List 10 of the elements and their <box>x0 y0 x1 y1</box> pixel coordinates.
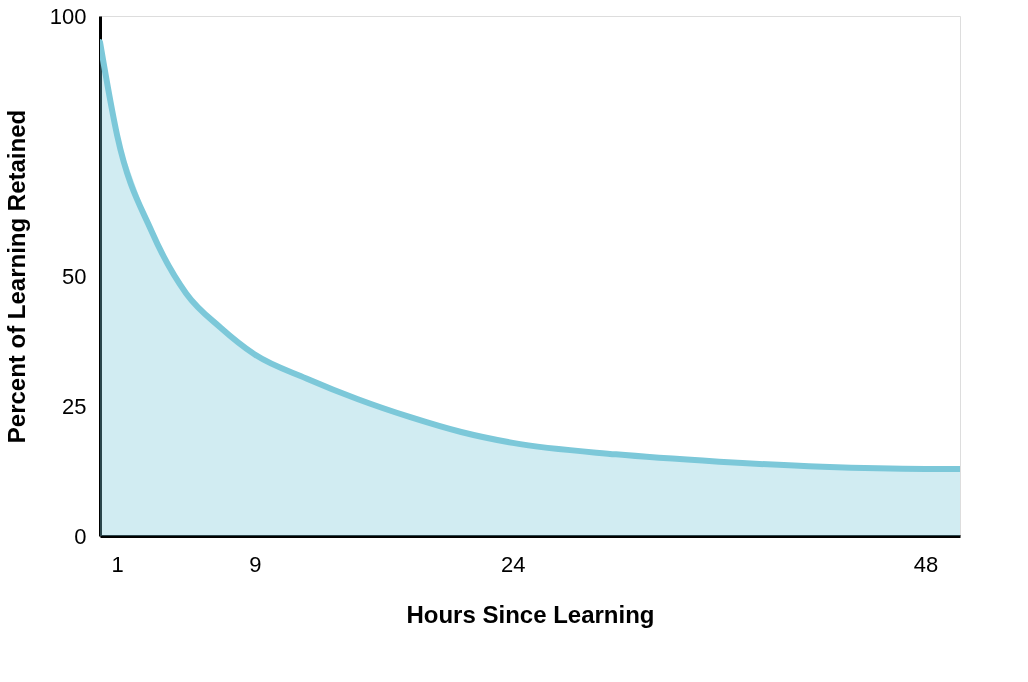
x-tick-label: 1 <box>111 551 124 577</box>
y-tick-label: 100 <box>49 3 87 29</box>
y-tick-label: 0 <box>74 523 87 549</box>
x-tick-label: 9 <box>249 551 262 577</box>
x-tick-label: 48 <box>913 551 939 577</box>
x-tick-label: 24 <box>501 551 526 577</box>
y-tick-label: 25 <box>62 393 87 419</box>
y-tick-label: 50 <box>62 263 87 289</box>
x-axis-title: Hours Since Learning <box>406 600 655 628</box>
y-axis-title: Percent of Learning Retained <box>2 109 30 444</box>
